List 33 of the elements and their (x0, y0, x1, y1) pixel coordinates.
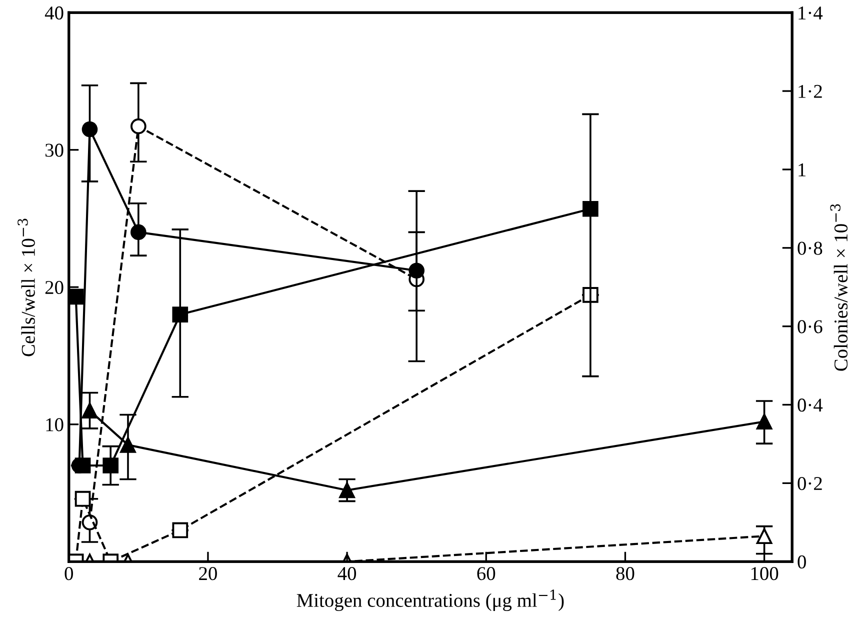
point (582, 200, 598, 217)
y2-tick-label: 1·2 (798, 84, 822, 98)
point (408, 262, 425, 279)
point (130, 224, 146, 240)
y2-tick-label: 0·2 (798, 476, 822, 490)
x-tick-label: 60 (477, 567, 496, 580)
point (756, 414, 772, 430)
y2-tick-label: 1 (798, 163, 806, 176)
point (339, 482, 355, 498)
y2-tick-label: 0 (798, 555, 806, 569)
y2-tick-label: 1·4 (798, 6, 823, 20)
y-tick-label: 10 (46, 418, 64, 432)
point (82, 402, 98, 419)
x-tick-label: 40 (338, 567, 356, 580)
y-tick-label: 20 (45, 280, 64, 294)
point (74, 458, 91, 474)
point (172, 306, 188, 322)
x-tick-label: 100 (751, 567, 778, 580)
y2-tick-label: 0·4 (798, 398, 823, 412)
y-tick-label: 30 (46, 144, 64, 157)
x-tick-label: 20 (199, 567, 217, 580)
y-tick-label: 40 (44, 6, 64, 20)
x-tick-label: 0 (64, 567, 73, 580)
y2-axis-title: Colonies/well × 10$^{−3}$ (830, 204, 848, 371)
point (68, 288, 84, 305)
point (102, 458, 119, 474)
y2-tick-label: 0·6 (798, 320, 822, 334)
y-axis-title: Cells/well × 10$^{−3}$ (18, 218, 35, 356)
x-axis-title: Mitogen concentrations (μg ml$^{−1}$) (296, 590, 564, 612)
y2-tick-label: 0·8 (798, 242, 822, 255)
point (120, 437, 136, 453)
x-tick-label: 80 (616, 567, 634, 580)
point (82, 121, 98, 138)
